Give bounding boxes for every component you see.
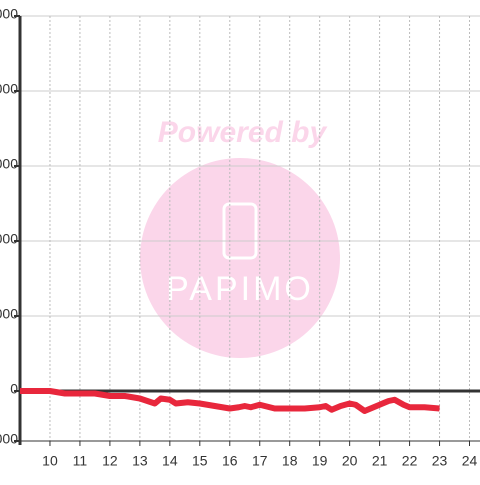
watermark-phone [222,202,258,260]
x-tick-label: 15 [192,453,208,469]
x-tick-label: 23 [432,453,448,469]
watermark-text: Powered by [158,116,328,149]
x-tick-label: 10 [42,453,58,469]
y-tick-label: 90,000 [0,156,18,172]
x-tick-label: 11 [73,453,88,469]
x-tick-label: 17 [252,453,268,469]
x-tick-label: 22 [402,453,418,469]
y-tick-label: 60,000 [0,231,18,247]
x-tick-label: 16 [222,453,238,469]
y-tick-label: -20,000 [0,431,18,447]
x-tick-label: 19 [312,453,328,469]
x-tick-label: 21 [372,453,388,469]
x-tick-label: 13 [132,453,148,469]
x-tick-label: 12 [102,453,118,469]
x-tick-label: 20 [342,453,358,469]
x-tick-label: 18 [282,453,298,469]
y-tick-label: 30,000 [0,306,18,322]
y-tick-label: 0 [10,381,18,397]
series-line [20,388,440,414]
x-tick-label: 14 [162,453,178,469]
y-tick-label: 120,000 [0,81,18,97]
watermark-logo: PAPIMO [166,270,314,308]
y-tick-label: 150,000 [0,6,18,22]
x-tick-label: 24 [462,453,478,469]
